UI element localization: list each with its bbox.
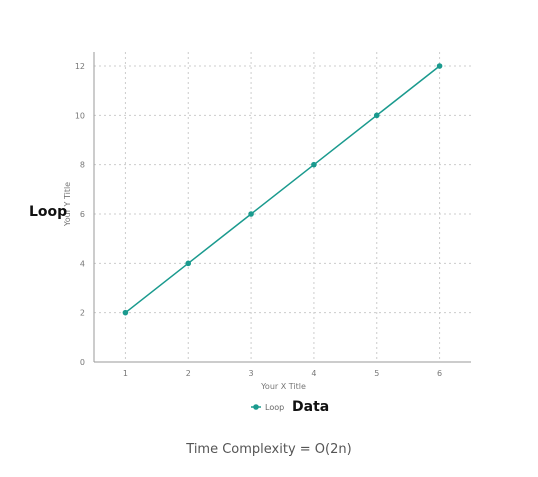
x-tick-label-2: 2 xyxy=(186,369,191,378)
y-tick-labels: 0 2 4 6 8 10 12 xyxy=(75,62,85,367)
data-point-4 xyxy=(311,161,317,168)
chart-grid xyxy=(94,52,471,362)
data-point-2 xyxy=(185,260,192,267)
data-point-1 xyxy=(122,309,129,316)
x-tick-label-5: 5 xyxy=(374,369,379,378)
data-point-6 xyxy=(436,63,443,69)
y-tick-label-2: 2 xyxy=(80,309,85,318)
x-tick-label-1: 1 xyxy=(123,369,128,378)
data-point-5 xyxy=(373,112,380,119)
legend-dot-marker xyxy=(253,404,259,410)
y-axis-title: Your Y Title xyxy=(63,182,72,227)
x-axis-title: Your X Title xyxy=(260,382,306,391)
x-tick-labels: 1 2 3 4 5 6 xyxy=(123,369,442,378)
y-tick-label-6: 6 xyxy=(80,210,85,219)
y-tick-label-8: 8 xyxy=(80,161,85,170)
x-tick-label-3: 3 xyxy=(249,369,254,378)
x-tick-label-4: 4 xyxy=(311,369,316,378)
side-label-loop: Loop xyxy=(29,204,67,220)
chart-series xyxy=(122,63,443,316)
legend-extra-label: Data xyxy=(292,399,329,415)
chart-legend: Loop xyxy=(251,403,284,412)
y-tick-label-10: 10 xyxy=(75,111,85,120)
time-complexity-caption: Time Complexity = O(2n) xyxy=(186,442,352,457)
series-line-0 xyxy=(124,65,441,314)
data-point-3 xyxy=(248,211,254,217)
y-tick-label-12: 12 xyxy=(75,62,85,71)
y-tick-label-0: 0 xyxy=(80,358,85,367)
legend-entry-loop: Loop xyxy=(265,403,284,412)
y-tick-label-4: 4 xyxy=(80,259,85,268)
x-tick-label-6: 6 xyxy=(437,369,442,378)
